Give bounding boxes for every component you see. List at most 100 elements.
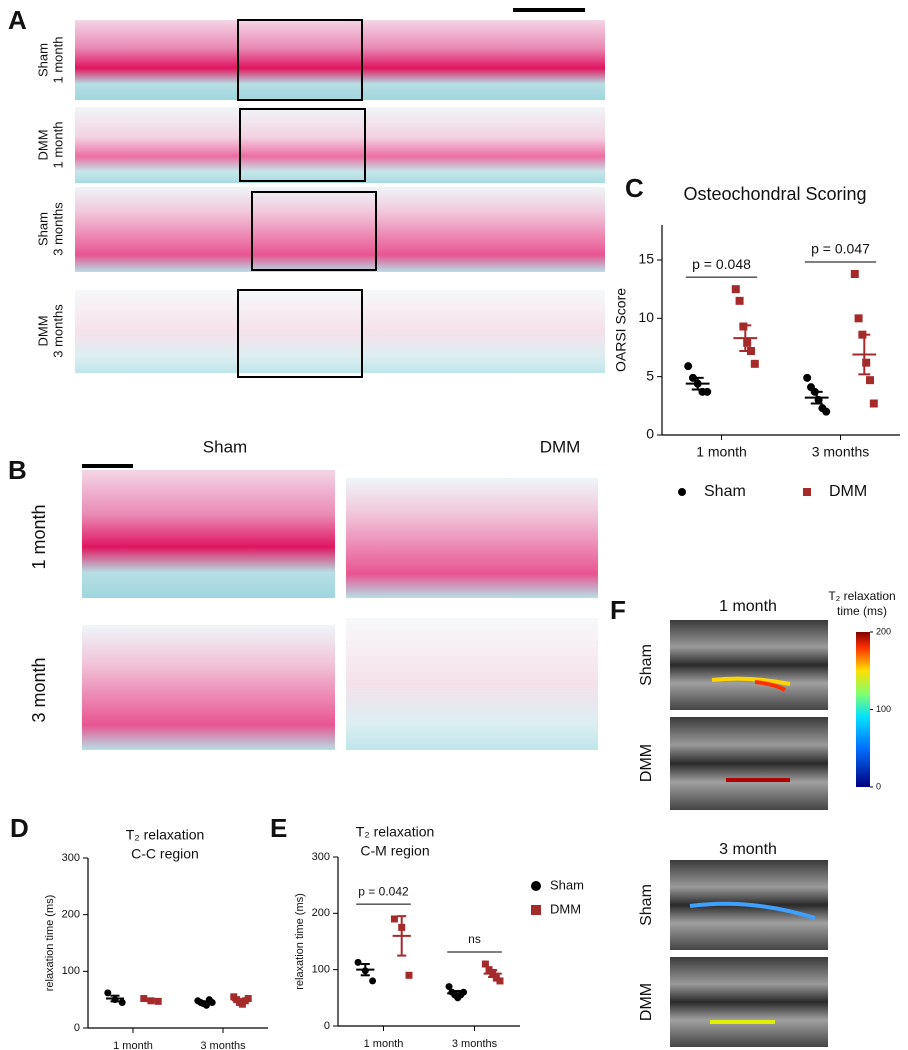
annotation: p = 0.047 — [811, 241, 870, 257]
chart-title: Osteochondral Scoring — [683, 184, 866, 204]
data-point — [531, 881, 541, 891]
y-tick-label: 0 — [324, 1020, 330, 1032]
data-point — [405, 971, 413, 979]
row-label: Sham — [638, 644, 655, 686]
data-point — [678, 488, 686, 496]
column-label: DMM — [540, 437, 581, 456]
data-point — [492, 974, 500, 982]
data-point — [481, 960, 489, 968]
row-label: 3 month — [29, 657, 49, 722]
row-label: Sham — [638, 884, 655, 926]
chart: T₂ relaxation C-C region 0 100 200 300 relaxat… — [44, 827, 268, 1050]
panel-letter: D — [10, 813, 29, 843]
y-axis-label: relaxation time (ms) — [294, 893, 306, 990]
panel-letter: B — [8, 455, 27, 485]
colorbar-title: T₂ relaxation — [828, 589, 895, 603]
data-point — [390, 915, 398, 923]
row-label: 1 month — [29, 504, 49, 569]
x-tick-label: 3 months — [452, 1038, 498, 1050]
chart-title: T₂ relaxation — [356, 824, 435, 840]
data-point — [739, 322, 748, 331]
mri-image — [670, 620, 828, 710]
y-tick-label: 100 — [312, 964, 330, 976]
data-point — [850, 270, 859, 278]
y-tick-label: 0 — [646, 426, 654, 442]
y-tick-label: 15 — [638, 251, 654, 267]
group-label: 1 month — [719, 598, 777, 615]
data-point — [854, 314, 863, 323]
data-point — [822, 407, 831, 416]
row-label: 1 month — [50, 122, 65, 169]
y-tick-label: 200 — [312, 907, 330, 919]
inset-box — [239, 108, 366, 182]
colorbar-title: time (ms) — [837, 604, 887, 618]
t2-overlay — [754, 680, 787, 692]
histology-a — [75, 8, 605, 378]
group-label: 3 month — [719, 841, 777, 858]
data-point — [118, 999, 126, 1006]
mri-image — [670, 717, 828, 810]
row-label: DMM — [638, 983, 655, 1021]
histology-image — [75, 20, 605, 100]
colorbar — [856, 632, 870, 787]
y-tick-label: 300 — [312, 851, 330, 863]
x-tick-label: 3 months — [200, 1040, 246, 1050]
legend-label: DMM — [550, 901, 581, 916]
row-label: Sham — [35, 212, 50, 246]
row-label: DMM — [638, 744, 655, 782]
x-tick-label: 1 month — [113, 1040, 153, 1050]
row-label: DMM — [35, 315, 50, 346]
legend-label: Sham — [704, 483, 746, 500]
annotation: p = 0.048 — [692, 256, 751, 272]
colorbar-tick-label: 100 — [876, 704, 891, 714]
histology-image — [346, 478, 598, 598]
x-tick-label: 3 months — [812, 444, 870, 460]
histology-image — [346, 618, 598, 750]
data-point — [244, 995, 252, 1003]
data-point — [862, 358, 871, 367]
data-point — [445, 983, 453, 991]
x-tick-label: 1 month — [696, 444, 747, 460]
data-point — [750, 359, 759, 368]
annotation: ns — [468, 932, 481, 946]
panel-letter: C — [625, 173, 644, 203]
panel-letter: F — [610, 595, 626, 625]
chart-subtitle: C-M region — [360, 843, 429, 859]
histology-image — [82, 625, 335, 750]
y-tick-label: 10 — [638, 309, 654, 325]
annotation: p = 0.042 — [358, 884, 409, 898]
data-point — [369, 977, 377, 985]
histology-image — [75, 187, 605, 272]
mri-f — [670, 620, 870, 1047]
x-tick-label: 1 month — [364, 1038, 404, 1050]
t2-overlay — [689, 901, 816, 920]
chart: T₂ relaxation C-M region 0 100 200 300 relaxat… — [294, 824, 584, 1050]
histology-image — [82, 470, 335, 598]
data-point — [460, 988, 468, 996]
column-label: Sham — [203, 437, 247, 456]
data-point — [869, 399, 878, 408]
histology-image — [75, 290, 605, 373]
y-tick-label: 5 — [646, 367, 654, 383]
legend-label: DMM — [829, 483, 867, 500]
row-label: 3 months — [50, 202, 65, 256]
row-label: 1 month — [50, 37, 65, 84]
data-point — [684, 362, 693, 371]
y-axis-label: relaxation time (ms) — [44, 895, 56, 992]
y-tick-label: 200 — [62, 909, 80, 921]
data-point — [154, 997, 162, 1005]
y-tick-label: 300 — [62, 852, 80, 864]
y-tick-label: 100 — [62, 965, 80, 977]
data-point — [866, 376, 875, 385]
histology-b — [82, 464, 598, 750]
colorbar-tick-label: 200 — [876, 626, 891, 636]
t2-overlay — [711, 676, 791, 686]
data-point — [703, 387, 712, 396]
data-point — [354, 958, 362, 966]
chart: Osteochondral Scoring 0 5 10 15 OARSI Score 1 … — [613, 184, 900, 500]
y-axis-label: OARSI Score — [613, 288, 629, 372]
panel-letter: A — [8, 5, 27, 35]
data-point — [803, 373, 812, 382]
data-point — [104, 989, 112, 997]
